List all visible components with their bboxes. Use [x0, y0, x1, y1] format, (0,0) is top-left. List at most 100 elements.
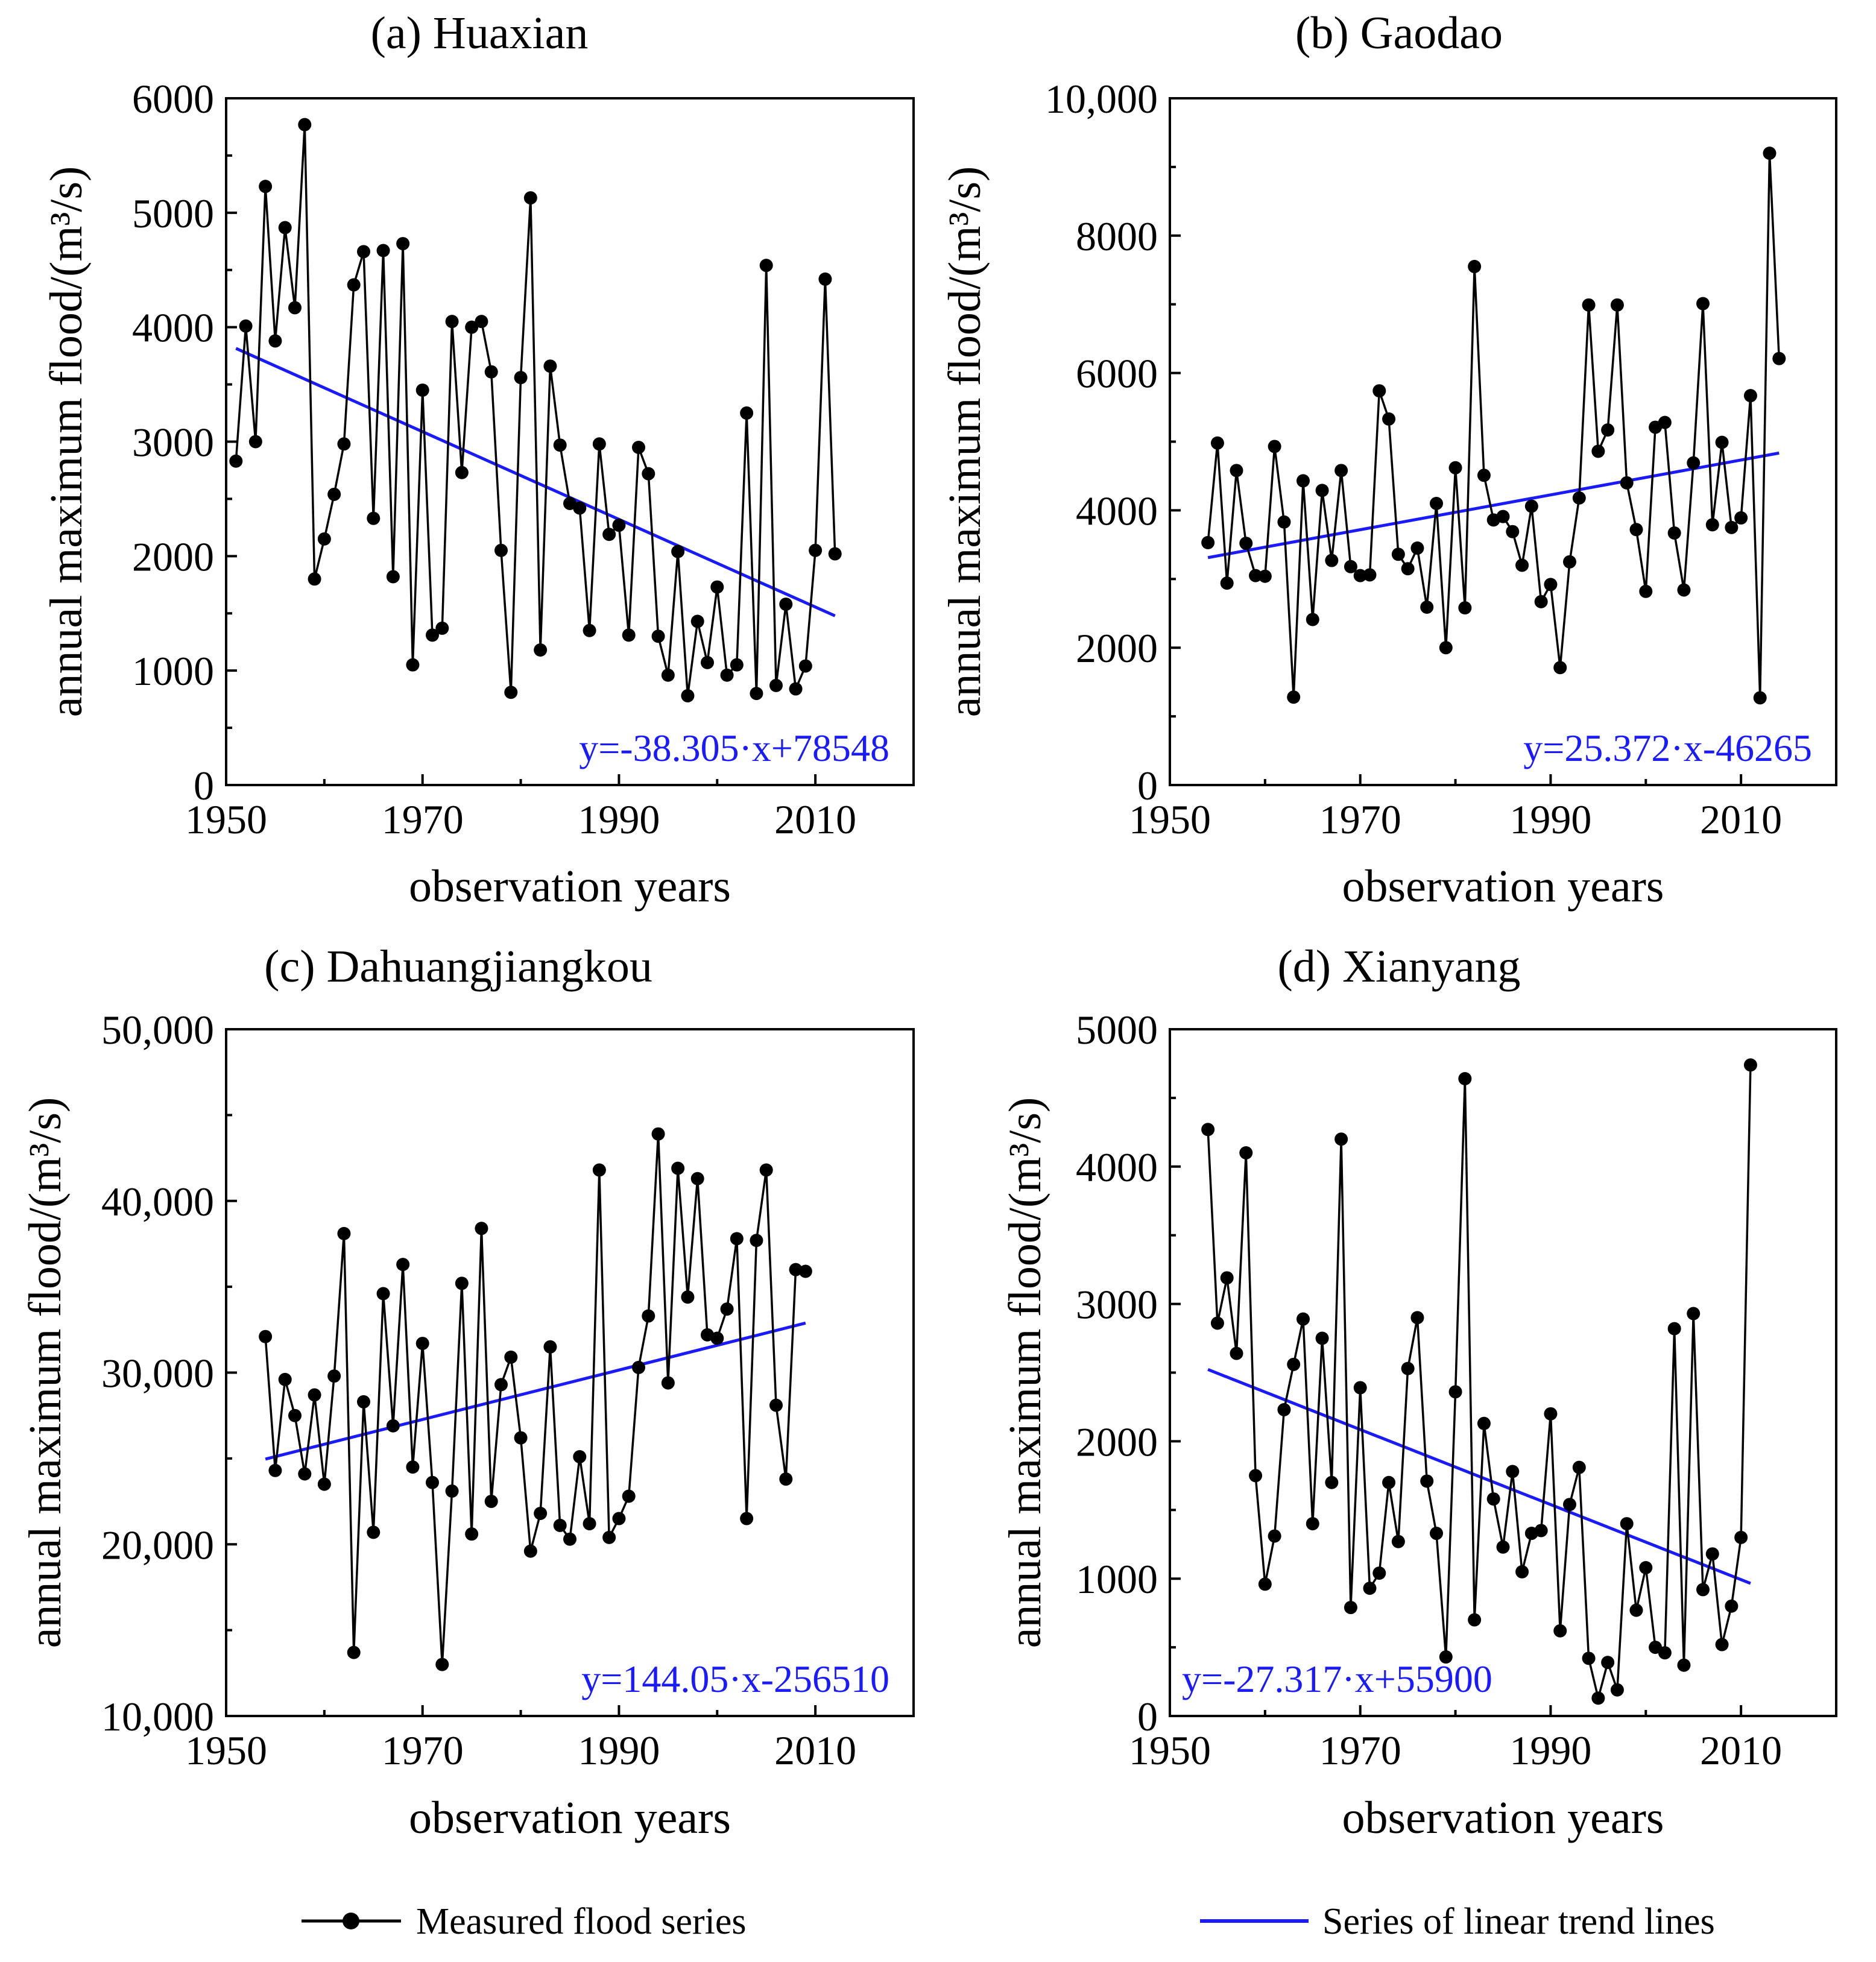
p3-y-tick-label: 10,000 [101, 1694, 214, 1740]
p3-data-point [563, 1532, 576, 1546]
panel-dahuangjiangkou: (c) Dahuangjiangkou 1950 1970 1990 2010 10,00… [20, 941, 915, 1843]
p1-data-point [376, 244, 390, 257]
p3-data-point [632, 1360, 645, 1374]
p3-data-point [602, 1530, 616, 1544]
p2-data-point [1506, 525, 1520, 538]
p1-data-point [690, 614, 704, 628]
p4-data-point [1601, 1656, 1615, 1670]
p1-data-point [386, 570, 400, 584]
p2-data-point [1563, 555, 1576, 569]
p4-data-point [1553, 1624, 1567, 1638]
p4-x-axis-label: observation years [1342, 1793, 1664, 1843]
p2-data-point [1496, 509, 1510, 523]
p2-data-point [1639, 584, 1653, 598]
p1-x-tick-label: 1990 [578, 796, 660, 842]
p2-data-point [1734, 511, 1748, 525]
p4-data-point [1363, 1582, 1377, 1595]
p2-y-tick-label: 0 [1137, 763, 1158, 809]
p1-data-point [789, 682, 803, 696]
p2-data-point [1448, 461, 1462, 475]
p1-data-point [317, 532, 331, 546]
p2-data-point [1572, 491, 1586, 505]
legend-measured-label: Measured flood series [416, 1901, 747, 1942]
p4-data-point [1515, 1565, 1529, 1579]
p4-data-point [1639, 1560, 1653, 1574]
p3-data-point [298, 1467, 312, 1481]
panel-gaodao: (b) Gaodao 1950 1970 1990 2010 0 2000 4000 6000 8… [940, 8, 1837, 912]
p3-data-point [759, 1163, 773, 1177]
p2-data-point [1391, 547, 1405, 561]
p4-data-point [1572, 1460, 1586, 1474]
p4-data-point [1468, 1613, 1482, 1627]
p3-data-point [769, 1398, 783, 1412]
p2-data-point [1610, 298, 1624, 312]
p4-data-point [1448, 1385, 1462, 1399]
p1-y-axis-label: annual maximum flood/(m³/s) [41, 166, 92, 718]
p3-measured-line [264, 1134, 806, 1665]
p4-data-point [1239, 1146, 1253, 1160]
p1-title: (a) Huaxian [371, 8, 589, 58]
p2-data-point [1524, 499, 1538, 513]
p1-data-point [259, 180, 273, 194]
p3-data-point [494, 1378, 508, 1392]
p2-data-point [1249, 569, 1263, 582]
p1-data-point [701, 655, 714, 669]
p3-data-point [798, 1264, 812, 1278]
p1-data-point [278, 221, 292, 235]
p3-data-point [278, 1372, 292, 1386]
p2-data-point [1687, 456, 1701, 470]
panel-huaxian: (a) Huaxian 1950 1970 1990 2010 0 1000 2000 3000… [41, 8, 915, 912]
p2-y-tick-label: 4000 [1076, 488, 1158, 534]
p3-data-point [661, 1376, 675, 1390]
p2-data-point [1763, 147, 1777, 160]
p4-y-tick-label: 4000 [1076, 1144, 1158, 1190]
p1-data-point [514, 371, 528, 385]
p1-data-point [484, 365, 498, 379]
p4-data-point [1610, 1683, 1624, 1697]
p4-trend-line [1207, 1368, 1751, 1585]
p2-data-point [1220, 576, 1234, 590]
p2-data-point [1296, 474, 1310, 488]
p2-x-tick-label: 2010 [1700, 796, 1782, 842]
p2-data-point [1477, 468, 1491, 482]
p4-data-point [1258, 1577, 1272, 1591]
p4-data-point [1629, 1603, 1643, 1617]
p4-data-point [1477, 1416, 1491, 1430]
p2-y-tick-label: 6000 [1076, 351, 1158, 397]
p3-data-point [730, 1232, 744, 1246]
p1-data-point [592, 437, 606, 451]
p4-data-point [1306, 1517, 1319, 1531]
p2-data-point [1382, 412, 1396, 426]
p2-data-point [1534, 595, 1548, 608]
p3-data-point [642, 1309, 655, 1323]
p4-x-tick-label: 1950 [1129, 1727, 1211, 1773]
p4-data-point [1230, 1346, 1243, 1360]
p1-data-point [779, 598, 793, 611]
p2-x-tick-label: 1990 [1509, 796, 1591, 842]
p4-data-point [1439, 1650, 1453, 1664]
p4-data-point [1334, 1132, 1348, 1146]
p3-y-tick-label: 30,000 [101, 1351, 214, 1396]
p4-x-tick-label: 1990 [1509, 1727, 1591, 1773]
p1-trend-line [235, 347, 836, 617]
p1-data-point [357, 245, 370, 259]
p1-data-point [504, 686, 518, 699]
p2-data-point [1430, 497, 1443, 511]
p4-plot-frame [1169, 1028, 1837, 1717]
p1-y-tick-label: 2000 [132, 534, 214, 579]
p3-data-point [514, 1431, 528, 1445]
p4-data-point [1486, 1492, 1500, 1506]
p3-data-point [259, 1330, 273, 1343]
p4-data-point [1563, 1498, 1576, 1512]
p3-data-point [681, 1290, 695, 1304]
p3-data-point [465, 1527, 479, 1541]
p4-data-point [1296, 1312, 1310, 1326]
p4-y-tick-label: 2000 [1076, 1419, 1158, 1465]
p4-data-point [1287, 1357, 1301, 1371]
p4-x-tick-label: 1970 [1319, 1727, 1401, 1773]
p1-data-point [543, 359, 557, 373]
p1-data-point [396, 237, 410, 251]
p2-data-point [1420, 600, 1434, 614]
p4-data-point [1677, 1658, 1691, 1672]
p4-y-tick-label: 5000 [1076, 1007, 1158, 1053]
